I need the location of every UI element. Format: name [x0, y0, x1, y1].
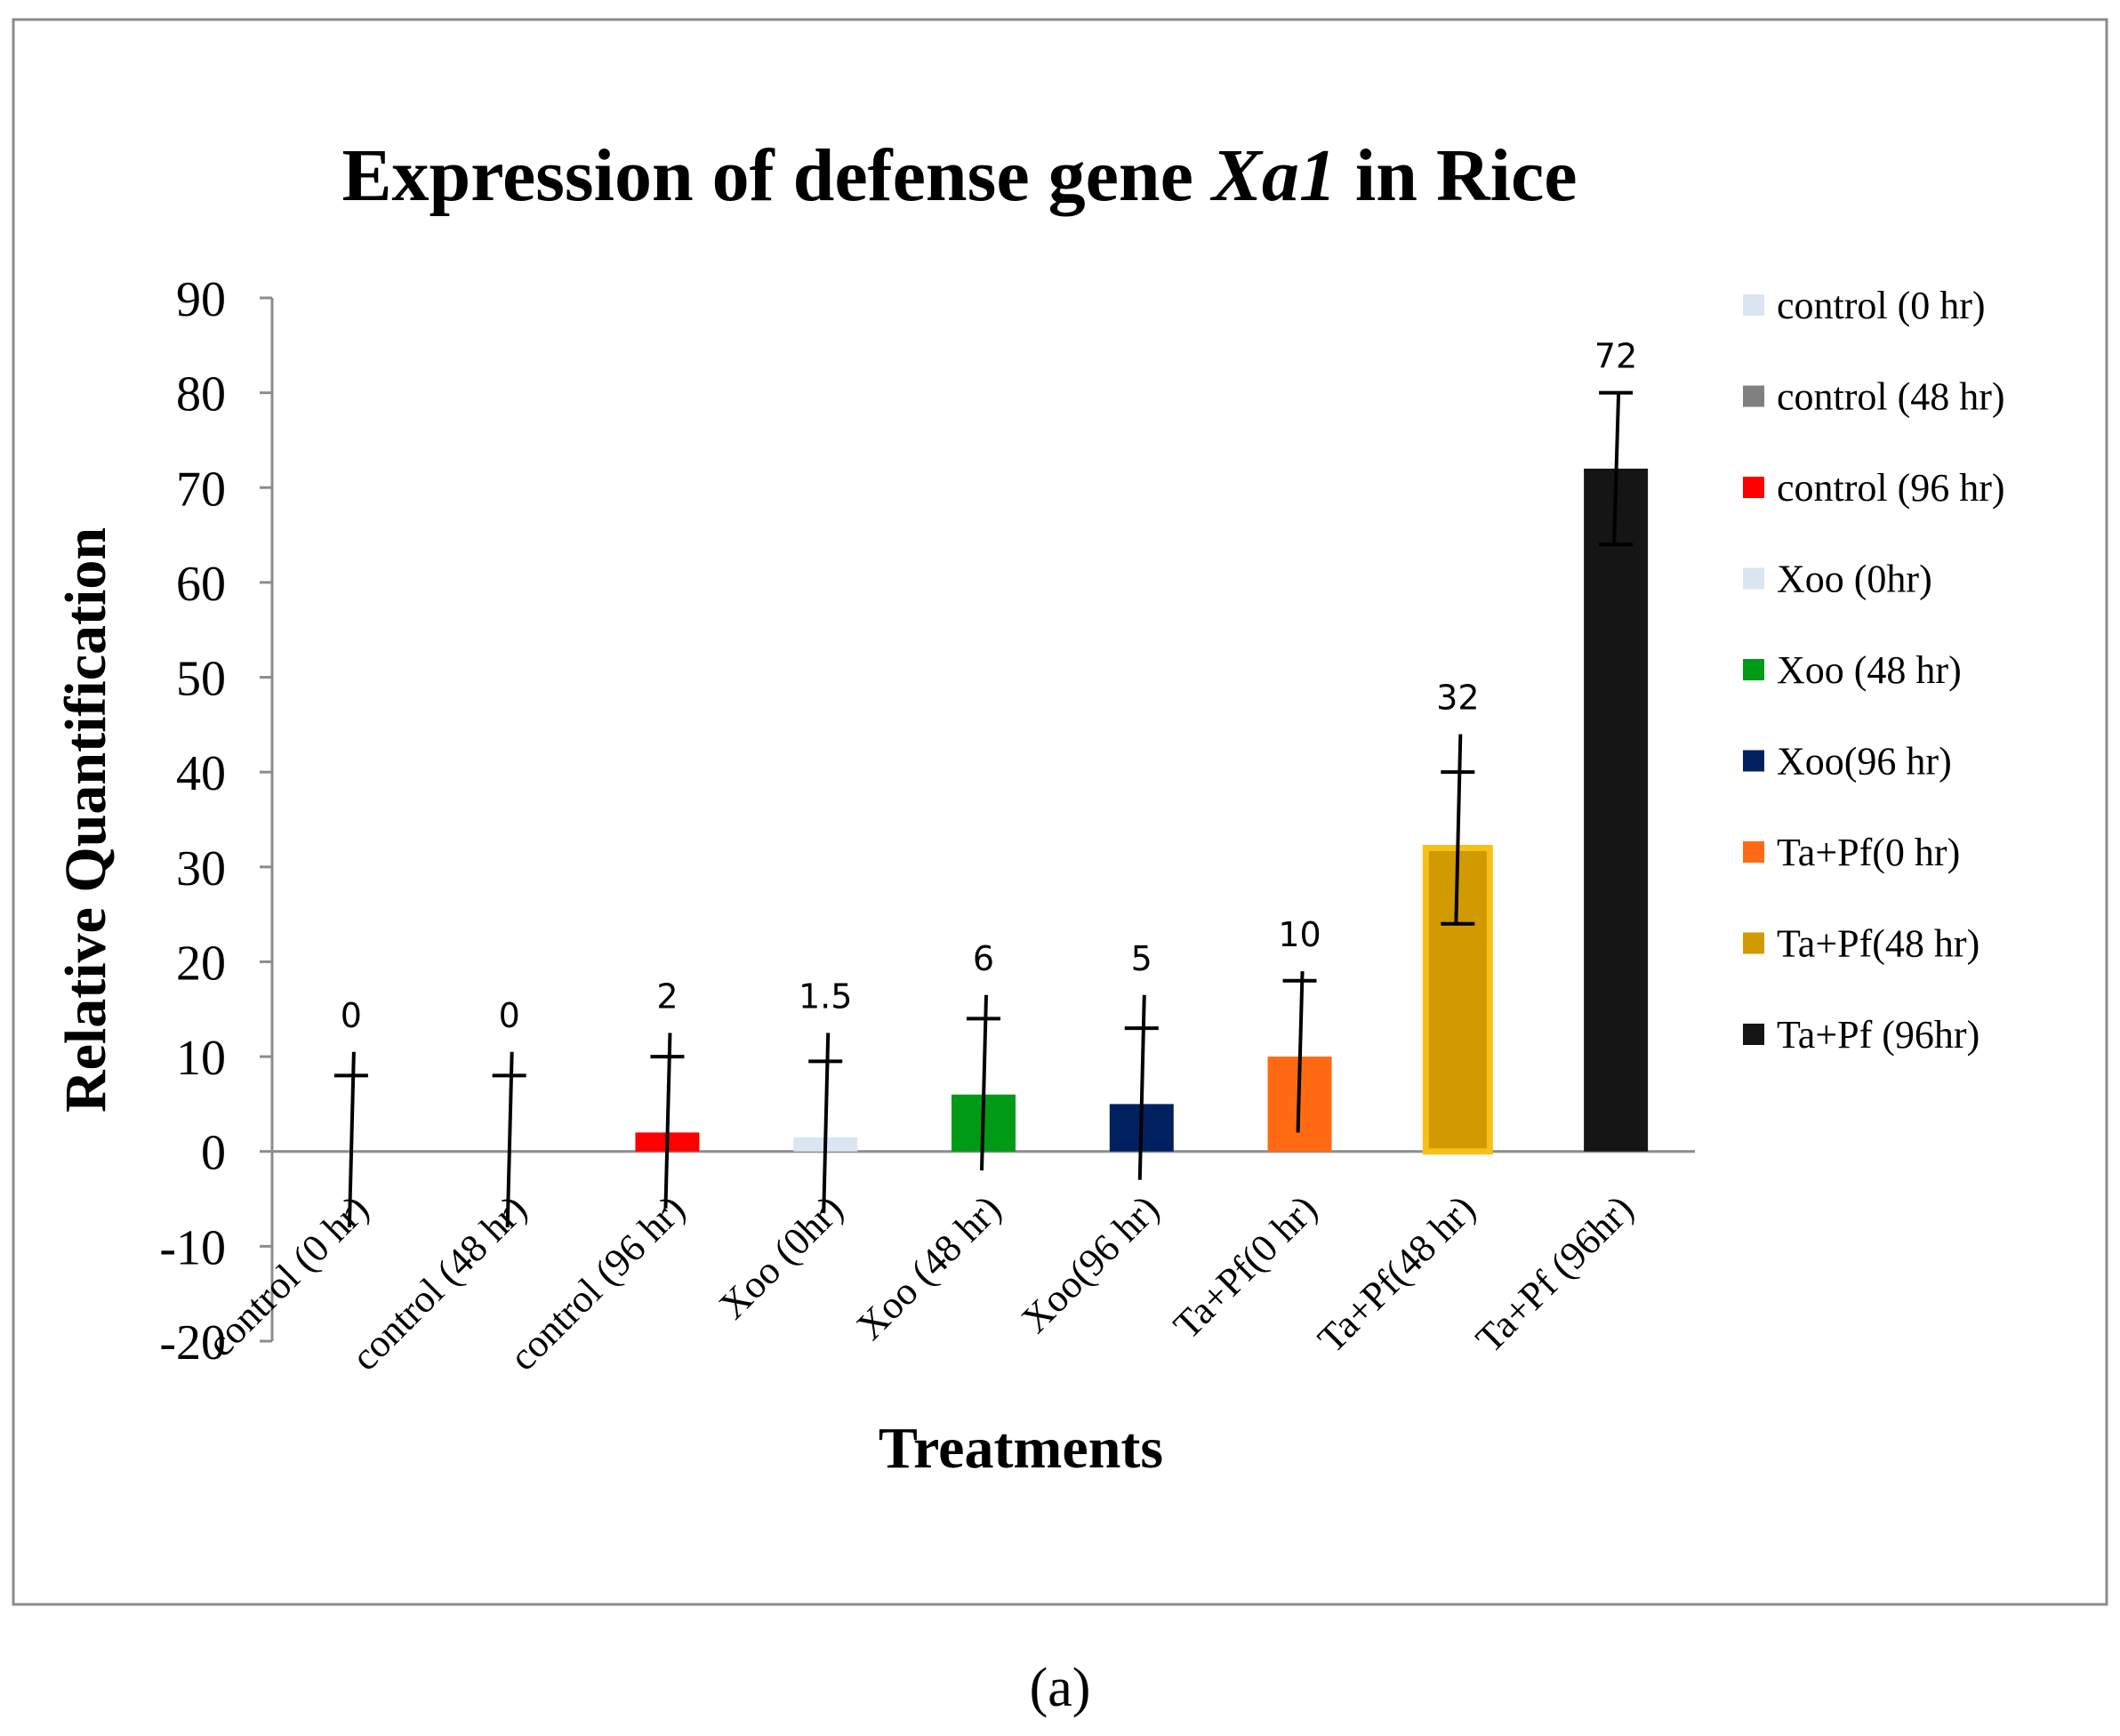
legend-label: control (48 hr)	[1777, 375, 2005, 419]
data-label: 32	[1436, 679, 1479, 718]
y-tick-label: 20	[176, 936, 226, 991]
error-bar-line	[1454, 734, 1463, 924]
legend-swatch	[1743, 932, 1764, 954]
y-tick-label: 40	[176, 746, 226, 801]
y-axis-label: Relative Quantification	[53, 527, 118, 1113]
x-axis-label: Treatments	[879, 1416, 1163, 1481]
data-label: 10	[1278, 915, 1321, 954]
y-tick-label: 10	[176, 1031, 226, 1086]
y-tick-label: 60	[176, 557, 226, 612]
legend-label: Ta+Pf(0 hr)	[1777, 831, 1960, 874]
value-labels: 0 0 2 1.5 6 5 10 32 72	[341, 337, 1637, 1035]
legend-label: Xoo (0hr)	[1777, 558, 1932, 601]
legend-label: control (0 hr)	[1777, 284, 1986, 327]
error-bar-line	[1612, 392, 1621, 545]
legend-label: Ta+Pf(48 hr)	[1777, 922, 1979, 966]
y-tick-label: 70	[176, 462, 226, 517]
data-label: 0	[499, 996, 520, 1035]
legend-swatch	[1743, 841, 1764, 863]
error-bar-line	[1137, 994, 1146, 1180]
data-label: 6	[973, 939, 994, 978]
error-bar-line	[980, 994, 988, 1171]
legend-swatch	[1743, 385, 1764, 407]
data-label: 2	[656, 976, 678, 1016]
legend-swatch	[1743, 750, 1764, 772]
legend-label: control (96 hr)	[1777, 466, 2005, 510]
panel-label: (a)	[1030, 1658, 1091, 1718]
error-bar-line	[505, 1051, 514, 1228]
legend: control (0 hr) control (48 hr) control (96…	[1743, 284, 2005, 1057]
data-label: 0	[341, 996, 362, 1035]
legend-label: Xoo(96 hr)	[1777, 740, 1952, 784]
legend-swatch	[1743, 1024, 1764, 1045]
chart-title: Expression of defense gene Xa1 in Rice	[341, 134, 1577, 217]
y-tick-label: 0	[201, 1126, 226, 1181]
legend-label: Xoo (48 hr)	[1777, 648, 1962, 692]
legend-swatch	[1743, 294, 1764, 316]
data-label: 72	[1594, 337, 1637, 376]
error-bar-line	[347, 1051, 356, 1228]
bar	[1584, 468, 1649, 1152]
data-label: 5	[1131, 939, 1152, 978]
y-tick-label: -10	[159, 1220, 226, 1275]
legend-swatch	[1743, 659, 1764, 680]
y-tick-label: 50	[176, 652, 226, 707]
y-tick-label: 80	[176, 367, 226, 422]
error-bar-line	[663, 1033, 672, 1209]
y-tick-label: 90	[176, 272, 226, 327]
chart-frame	[12, 18, 2108, 1606]
error-bars	[333, 390, 1634, 1228]
error-bar-line	[1296, 971, 1305, 1133]
legend-swatch	[1743, 567, 1764, 590]
y-tick-label: 30	[176, 841, 226, 896]
legend-label: Ta+Pf (96hr)	[1777, 1013, 1979, 1057]
data-label: 1.5	[799, 976, 852, 1016]
y-tick-label: -20	[159, 1315, 226, 1370]
legend-swatch	[1743, 477, 1764, 498]
